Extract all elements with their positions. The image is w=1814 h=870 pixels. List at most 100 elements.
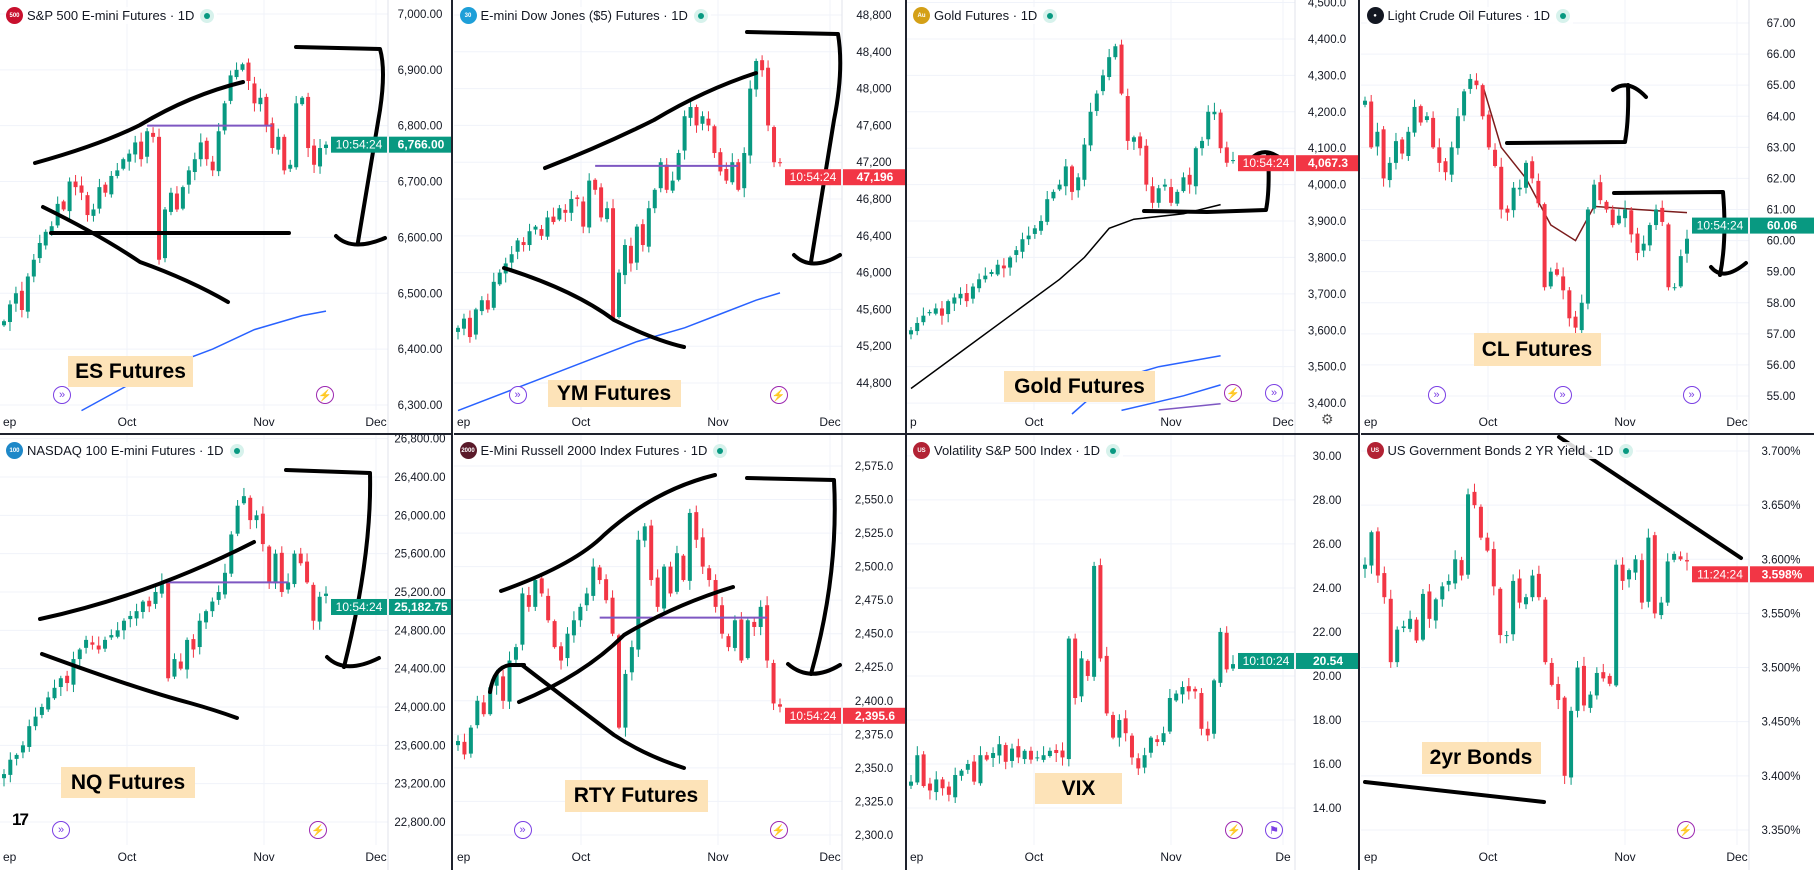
candle[interactable] — [7, 300, 12, 332]
candle[interactable] — [67, 177, 72, 221]
candle[interactable] — [1510, 574, 1515, 641]
candle[interactable] — [634, 224, 639, 270]
candle[interactable] — [1622, 200, 1627, 228]
candle[interactable] — [687, 508, 692, 590]
candle[interactable] — [270, 117, 275, 154]
candle[interactable] — [765, 60, 770, 132]
text-annotation[interactable]: ES Futures — [68, 356, 193, 387]
drawing-stroke[interactable] — [294, 45, 385, 244]
candle[interactable] — [1092, 561, 1097, 681]
candle[interactable] — [1155, 735, 1160, 747]
jump-event-icon[interactable]: » — [513, 821, 532, 839]
candle[interactable] — [652, 188, 657, 214]
candle[interactable] — [1032, 225, 1037, 239]
candle[interactable] — [1446, 574, 1451, 592]
candle[interactable] — [1439, 582, 1444, 607]
candle[interactable] — [958, 287, 963, 305]
candle[interactable] — [1412, 99, 1417, 137]
candle[interactable] — [491, 272, 496, 311]
candle[interactable] — [1554, 262, 1559, 277]
candle[interactable] — [526, 586, 531, 612]
candle[interactable] — [1003, 742, 1008, 770]
candle[interactable] — [909, 326, 913, 340]
candle[interactable] — [8, 752, 13, 783]
candle[interactable] — [1193, 686, 1198, 699]
candle[interactable] — [279, 546, 284, 597]
candle[interactable] — [1388, 589, 1393, 668]
candle[interactable] — [1057, 179, 1062, 192]
candle[interactable] — [121, 618, 126, 640]
candle[interactable] — [109, 629, 114, 640]
candle[interactable] — [210, 155, 215, 177]
candle[interactable] — [134, 603, 139, 626]
candle[interactable] — [699, 111, 704, 131]
candle[interactable] — [946, 299, 951, 323]
candle[interactable] — [1465, 488, 1470, 579]
chart-title[interactable]: 100 NASDAQ 100 E-mini Futures · 1D — [6, 442, 247, 459]
candle[interactable] — [1549, 658, 1554, 687]
candle[interactable] — [1645, 528, 1650, 608]
candle[interactable] — [174, 186, 179, 212]
candle[interactable] — [1047, 747, 1052, 758]
candle[interactable] — [140, 599, 145, 619]
candle[interactable] — [1678, 551, 1683, 561]
chart-canvas[interactable]: 7,000.00 6,900.00 6,800.00 6,700.00 6,600.00… — [0, 0, 453, 435]
candle[interactable] — [103, 182, 108, 197]
candle[interactable] — [597, 564, 602, 585]
candle[interactable] — [73, 174, 78, 196]
candle[interactable] — [1443, 157, 1447, 181]
market-open-status-icon[interactable] — [713, 443, 728, 458]
text-annotation[interactable]: VIX — [1035, 773, 1122, 804]
candle[interactable] — [61, 199, 66, 212]
chart-panel[interactable]: 3.700% 3.650% 3.600% 3.550% 3.500% 3.450% 3.40… — [1360, 435, 1814, 870]
candle[interactable] — [37, 234, 42, 264]
candle[interactable] — [745, 618, 750, 660]
candle[interactable] — [2, 319, 6, 327]
candle[interactable] — [1504, 630, 1509, 644]
drawing-stroke[interactable] — [791, 253, 842, 266]
candle[interactable] — [927, 309, 932, 316]
candle[interactable] — [1535, 173, 1540, 208]
candle[interactable] — [1169, 178, 1174, 207]
candle[interactable] — [688, 98, 693, 127]
drawing-stroke[interactable] — [744, 30, 842, 264]
candle[interactable] — [1591, 179, 1596, 214]
candle[interactable] — [159, 573, 164, 598]
candle[interactable] — [759, 55, 764, 77]
candle[interactable] — [318, 139, 323, 174]
candle[interactable] — [1658, 596, 1663, 620]
candle[interactable] — [1407, 610, 1412, 633]
candle[interactable] — [1560, 267, 1565, 300]
candle[interactable] — [172, 653, 177, 680]
candle[interactable] — [610, 590, 615, 637]
candle[interactable] — [700, 528, 705, 574]
candle[interactable] — [1026, 226, 1031, 245]
candle[interactable] — [311, 582, 316, 630]
candle[interactable] — [216, 585, 221, 605]
candle[interactable] — [1148, 735, 1153, 758]
candle[interactable] — [1076, 173, 1081, 198]
chart-title[interactable]: US Volatility S&P 500 Index · 1D — [913, 442, 1123, 459]
candle[interactable] — [145, 127, 150, 164]
candle[interactable] — [670, 171, 675, 194]
candle[interactable] — [324, 141, 328, 155]
flash-event-icon[interactable]: ⚡ — [1224, 384, 1242, 402]
candle[interactable] — [151, 127, 156, 143]
candle[interactable] — [777, 698, 782, 713]
candle[interactable] — [286, 573, 291, 594]
drawing-stroke[interactable] — [785, 662, 842, 676]
candle[interactable] — [628, 237, 633, 272]
candle[interactable] — [1491, 541, 1496, 596]
candle[interactable] — [1045, 190, 1050, 226]
candle[interactable] — [964, 284, 969, 307]
candle[interactable] — [545, 588, 550, 623]
candle[interactable] — [1455, 108, 1460, 155]
candle[interactable] — [1212, 678, 1217, 739]
candle[interactable] — [282, 134, 287, 175]
candle[interactable] — [210, 597, 215, 617]
chart-canvas[interactable]: 26,800.00 26,400.00 26,000.00 25,600.00 25,2… — [0, 435, 453, 870]
candle[interactable] — [14, 753, 19, 766]
candle[interactable] — [655, 569, 660, 612]
candle[interactable] — [324, 586, 328, 604]
flash-event-icon[interactable]: ⚡ — [309, 821, 327, 839]
